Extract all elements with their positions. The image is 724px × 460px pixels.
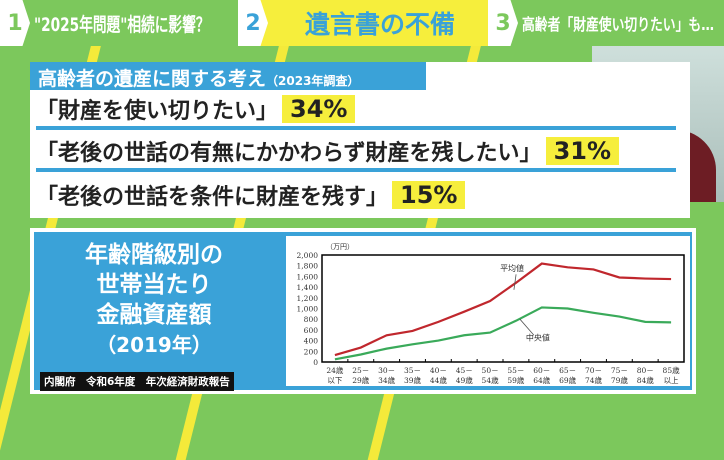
mean-annotation: 平均値	[500, 263, 524, 273]
x-tick-label: 以上	[664, 376, 680, 385]
x-tick-label: 29歳	[352, 375, 370, 385]
survey-item-pct: 15%	[392, 181, 465, 209]
x-tick-label: 44歳	[430, 375, 448, 385]
x-tick-label: 以下	[327, 376, 342, 385]
x-tick-label: 45－	[456, 366, 473, 375]
source-caption: 内閣府 令和6年度 年次経済財政報告	[40, 372, 234, 391]
x-tick-label: 25－	[352, 366, 369, 375]
x-tick-label: 30－	[378, 366, 395, 375]
y-tick-label: 1,000	[297, 305, 319, 314]
survey-item-text: 「老後の世話の有無にかかわらず財産を残したい」	[36, 135, 542, 167]
x-tick-label: 55－	[507, 366, 524, 375]
x-tick-label: 69歳	[559, 375, 577, 385]
x-tick-label: 75－	[611, 366, 628, 375]
survey-item-pct: 34%	[282, 95, 355, 123]
x-tick-label: 64歳	[533, 375, 551, 385]
topic-number: 3	[488, 0, 518, 46]
x-tick-label: 85歳	[663, 365, 681, 375]
topic-label-wrap: 高齢者「財産使い切りたい」も…	[518, 11, 724, 35]
chart-panel-title: 年齢階級別の 世帯当たり 金融資産額 （2019年）	[54, 240, 254, 360]
x-tick-label: 49歳	[456, 375, 474, 385]
y-tick-label: 400	[304, 337, 319, 346]
x-tick-label: 39歳	[404, 375, 422, 385]
y-tick-label: 1,400	[297, 283, 319, 292]
survey-title: 高齢者の遺産に関する考え（2023年調査）	[30, 62, 426, 90]
topic-number: 2	[238, 0, 268, 46]
x-tick-label: 84歳	[637, 375, 655, 385]
series-line-median	[335, 307, 671, 359]
survey-year: （2023年調査）	[266, 74, 359, 88]
topic-number: 1	[0, 0, 30, 46]
x-tick-label: 80－	[637, 366, 654, 375]
chart-panel: 年齢階級別の 世帯当たり 金融資産額 （2019年） 内閣府 令和6年度 年次経…	[30, 228, 696, 394]
series-line-mean	[335, 264, 671, 355]
x-tick-label: 79歳	[611, 375, 629, 385]
topic-1: 1"2025年問題"相続に影響？	[0, 0, 238, 46]
topic-label: 遺言書の不備	[268, 5, 488, 41]
survey-panel: 高齢者の遺産に関する考え（2023年調査） 「財産を使い切りたい」34% 「老後…	[30, 62, 690, 218]
x-tick-label: 40－	[430, 366, 447, 375]
y-tick-label: 600	[304, 326, 319, 335]
topic-label: 高齢者「財産使い切りたい」も…	[522, 11, 714, 35]
x-tick-label: 54歳	[482, 375, 500, 385]
survey-title-text: 高齢者の遺産に関する考え	[38, 68, 266, 90]
survey-item: 「老後の世話を条件に財産を残す」15%	[36, 176, 676, 214]
y-tick-label: 1,200	[297, 294, 319, 303]
median-annotation: 中央値	[526, 333, 550, 343]
y-tick-label: 1,800	[297, 262, 319, 271]
x-tick-label: 60－	[533, 366, 550, 375]
x-tick-label: 24歳	[326, 365, 344, 375]
x-tick-label: 70－	[585, 366, 602, 375]
y-tick-label: 1,600	[297, 272, 319, 281]
y-tick-label: 200	[304, 347, 319, 356]
title-line: 年齢階級別の	[54, 240, 254, 270]
x-tick-label: 34歳	[378, 375, 396, 385]
survey-item-text: 「財産を使い切りたい」	[36, 93, 278, 125]
x-tick-label: 74歳	[585, 375, 603, 385]
y-tick-label: 0	[313, 358, 318, 367]
topic-label: "2025年問題"相続に影響？	[34, 10, 209, 37]
x-tick-label: 65－	[559, 366, 576, 375]
y-tick-label: 800	[304, 315, 319, 324]
unit-label: （万円）	[326, 243, 354, 251]
x-tick-label: 35－	[404, 366, 421, 375]
topic-label-wrap: "2025年問題"相続に影響？	[30, 10, 238, 37]
survey-item: 「老後の世話の有無にかかわらず財産を残したい」31%	[36, 134, 676, 172]
y-tick-label: 2,000	[297, 251, 319, 260]
x-tick-label: 50－	[482, 366, 499, 375]
survey-item: 「財産を使い切りたい」34%	[36, 92, 676, 130]
title-year: （2019年）	[54, 330, 254, 360]
x-tick-label: 59歳	[507, 375, 525, 385]
title-line: 金融資産額	[54, 300, 254, 330]
survey-item-pct: 31%	[546, 137, 619, 165]
survey-item-text: 「老後の世話を条件に財産を残す」	[36, 179, 388, 211]
title-line: 世帯当たり	[54, 270, 254, 300]
